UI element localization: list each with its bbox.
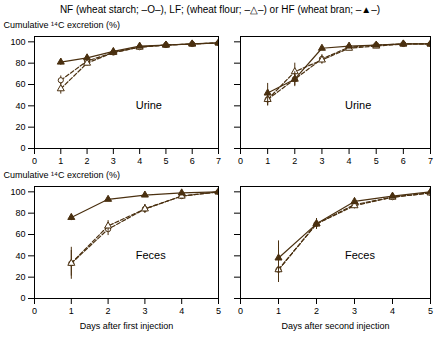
svg-text:0: 0 <box>32 156 37 166</box>
svg-text:5: 5 <box>374 156 379 166</box>
svg-text:2: 2 <box>314 306 319 316</box>
svg-text:100: 100 <box>10 187 25 197</box>
svg-text:Days after first injection: Days after first injection <box>80 321 174 331</box>
svg-text:3: 3 <box>142 306 147 316</box>
svg-text:4: 4 <box>137 156 142 166</box>
svg-text:Cumulative ¹⁴C excretion (%): Cumulative ¹⁴C excretion (%) <box>4 20 120 30</box>
svg-text:6: 6 <box>401 156 406 166</box>
svg-text:0: 0 <box>238 306 243 316</box>
svg-text:0: 0 <box>20 293 25 303</box>
svg-text:1: 1 <box>276 306 281 316</box>
svg-text:0: 0 <box>238 156 243 166</box>
svg-text:Urine: Urine <box>345 99 371 111</box>
svg-text:Urine: Urine <box>136 99 162 111</box>
svg-text:3: 3 <box>111 156 116 166</box>
svg-text:7: 7 <box>216 156 221 166</box>
svg-text:Cumulative ¹⁴C excretion (%): Cumulative ¹⁴C excretion (%) <box>4 170 120 180</box>
svg-text:5: 5 <box>428 306 433 316</box>
svg-text:20: 20 <box>15 122 25 132</box>
svg-text:1: 1 <box>58 156 63 166</box>
svg-text:100: 100 <box>10 37 25 47</box>
svg-text:6: 6 <box>190 156 195 166</box>
html-text:NF (wheat starch; –O–), LF; (w: NF (wheat starch; –O–), LF; (wheat flour… <box>59 4 381 15</box>
svg-text:60: 60 <box>15 79 25 89</box>
svg-text:20: 20 <box>15 272 25 282</box>
svg-text:4: 4 <box>390 306 395 316</box>
svg-text:1: 1 <box>69 306 74 316</box>
svg-text:5: 5 <box>163 156 168 166</box>
svg-text:0: 0 <box>20 143 25 153</box>
svg-text:4: 4 <box>179 306 184 316</box>
svg-text:Days after second injection: Days after second injection <box>281 321 389 331</box>
svg-text:7: 7 <box>428 156 433 166</box>
svg-text:Feces: Feces <box>136 249 166 261</box>
svg-text:60: 60 <box>15 229 25 239</box>
svg-text:2: 2 <box>106 306 111 316</box>
svg-text:0: 0 <box>32 306 37 316</box>
svg-text:80: 80 <box>15 208 25 218</box>
svg-text:40: 40 <box>15 251 25 261</box>
svg-text:40: 40 <box>15 101 25 111</box>
svg-text:1: 1 <box>265 156 270 166</box>
svg-text:5: 5 <box>216 306 221 316</box>
svg-text:2: 2 <box>292 156 297 166</box>
svg-text:3: 3 <box>319 156 324 166</box>
svg-text:2: 2 <box>85 156 90 166</box>
svg-text:3: 3 <box>352 306 357 316</box>
svg-text:80: 80 <box>15 58 25 68</box>
svg-text:Feces: Feces <box>345 249 375 261</box>
svg-text:4: 4 <box>347 156 352 166</box>
